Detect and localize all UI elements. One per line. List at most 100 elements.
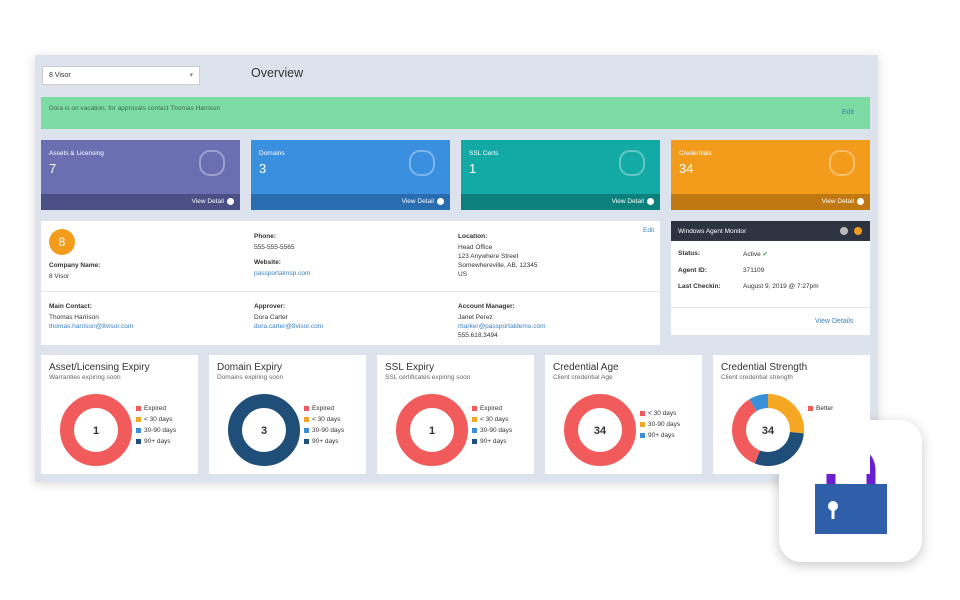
close-button[interactable] <box>840 227 848 235</box>
legend-label: Better <box>816 405 834 412</box>
chart-card: Domain Expiry Domains expiring soon 3 Expir… <box>209 355 366 474</box>
field-value: Head Office <box>458 244 493 251</box>
donut-chart: 1 <box>396 394 468 466</box>
field-link[interactable]: dora.carter@8visor.com <box>254 323 324 330</box>
legend-label: Expired <box>144 405 167 412</box>
view-detail[interactable]: View Detail <box>401 198 434 205</box>
check-icon: ✔ <box>760 251 768 258</box>
field-link[interactable]: thomas.harrison@8visor.com <box>49 323 134 330</box>
field-value: Dora Carter <box>254 314 288 321</box>
chart-title: SSL Expiry <box>385 362 435 373</box>
legend-label: 90+ days <box>312 438 339 445</box>
tile-label: Assets & Licensing <box>49 150 104 157</box>
legend-label: Expired <box>480 405 503 412</box>
summary-tile[interactable]: Credentials 34 View Detail <box>671 140 870 210</box>
tile-value: 7 <box>49 161 57 176</box>
arrow-icon <box>437 198 444 205</box>
field-value: Thomas Harrison <box>49 314 99 321</box>
donut-chart: 34 <box>564 394 636 466</box>
chart-subtitle: SSL certificates expiring soon <box>385 374 471 381</box>
legend-swatch <box>472 428 477 433</box>
legend-label: < 30 days <box>648 410 677 417</box>
chart-card: SSL Expiry SSL certificates expiring soon… <box>377 355 534 474</box>
field-label: Company Name: <box>49 262 101 269</box>
field-link[interactable]: passportalmsp.com <box>254 270 311 277</box>
company-card: 8 Edit Company Name: 8 Visor Phone: 555-555… <box>41 221 660 345</box>
tile-footer: View Detail <box>41 194 240 210</box>
tile-value: 3 <box>259 161 267 176</box>
view-details[interactable]: View Details <box>815 318 854 325</box>
field-value: Janet Perez <box>458 314 493 321</box>
donut-total: 34 <box>762 425 775 437</box>
legend-swatch <box>472 417 477 422</box>
arrow-icon <box>227 198 234 205</box>
agent-monitor: Windows Agent Monitor View Details <box>671 221 870 335</box>
agent-header: Windows Agent Monitor <box>671 221 870 241</box>
legend-label: 90+ days <box>144 438 171 445</box>
donut-segment <box>60 394 132 466</box>
agent-label: Agent ID: <box>678 266 707 274</box>
legend-label: Expired <box>312 405 335 412</box>
agent-value: Active ✔ <box>743 251 768 258</box>
chart-subtitle: Client credential Age <box>553 374 613 381</box>
company-logo: 8 <box>49 229 75 255</box>
field-label: Website: <box>254 259 281 266</box>
keyhole-slot <box>831 508 835 519</box>
view-detail[interactable]: View Detail <box>191 198 224 205</box>
minimize-button[interactable] <box>854 227 862 235</box>
tile-footer: View Detail <box>461 194 660 210</box>
chart-title: Credential Strength <box>721 362 808 373</box>
account-dropdown[interactable]: 8 Visor ▾ <box>42 66 200 85</box>
donut-total: 34 <box>594 425 607 437</box>
agent-value: August 9, 2019 @ 7:27pm <box>743 283 819 290</box>
tile-icon <box>619 150 645 176</box>
legend-swatch <box>640 411 645 416</box>
account-name: 8 Visor <box>49 72 71 79</box>
tile-footer: View Detail <box>251 194 450 210</box>
legend-swatch <box>304 439 309 444</box>
company-edit[interactable]: Edit <box>643 227 655 234</box>
field-label: Main Contact: <box>49 303 92 310</box>
legend-swatch <box>136 428 141 433</box>
legend-swatch <box>472 406 477 411</box>
field-label: Account Manager: <box>458 303 515 310</box>
notice-bar: Dora is on vacation, for approvals conta… <box>41 97 870 129</box>
view-detail[interactable]: View Detail <box>821 198 854 205</box>
notice-text: Dora is on vacation, for approvals conta… <box>49 105 221 112</box>
donut-segment <box>396 394 468 466</box>
chart-title: Credential Age <box>553 362 619 373</box>
summary-tile[interactable]: SSL Certs 1 View Detail <box>461 140 660 210</box>
field-value: 123 Anywhere Street <box>458 253 519 260</box>
chart-card: Asset/Licensing Expiry Warranties expirin… <box>41 355 198 474</box>
agent-label: Last Checkin: <box>678 283 721 290</box>
arrow-icon <box>647 198 654 205</box>
donut-segment <box>228 394 300 466</box>
view-detail[interactable]: View Detail <box>611 198 644 205</box>
chart-title: Domain Expiry <box>217 362 283 373</box>
tile-value: 34 <box>679 161 694 176</box>
field-value: 8 Visor <box>49 273 70 280</box>
legend-label: 30-90 days <box>648 421 681 428</box>
summary-tile[interactable]: Assets & Licensing 7 View Detail <box>41 140 240 210</box>
divider <box>671 307 870 308</box>
donut-chart: 3 <box>228 394 300 466</box>
lock-body <box>815 484 887 534</box>
legend-swatch <box>304 417 309 422</box>
donut-segment <box>732 394 804 466</box>
donut-total: 1 <box>93 425 99 437</box>
tile-label: SSL Certs <box>469 150 499 157</box>
legend-label: 30-90 days <box>480 427 513 434</box>
chart-subtitle: Domains expiring soon <box>217 374 284 381</box>
notice-edit[interactable]: Edit <box>841 109 854 116</box>
legend-label: < 30 days <box>312 416 341 423</box>
legend-swatch <box>136 406 141 411</box>
donut-segment <box>732 394 804 466</box>
chart-title: Asset/Licensing Expiry <box>49 362 150 373</box>
donut-segment <box>564 394 636 466</box>
donut-total: 3 <box>261 425 267 437</box>
field-link[interactable]: rbarker@passportaldemo.com <box>458 323 546 330</box>
summary-tile[interactable]: Domains 3 View Detail <box>251 140 450 210</box>
field-value: Somewhereville, AB, 12345 <box>458 262 538 269</box>
agent-title: Windows Agent Monitor <box>678 228 747 235</box>
